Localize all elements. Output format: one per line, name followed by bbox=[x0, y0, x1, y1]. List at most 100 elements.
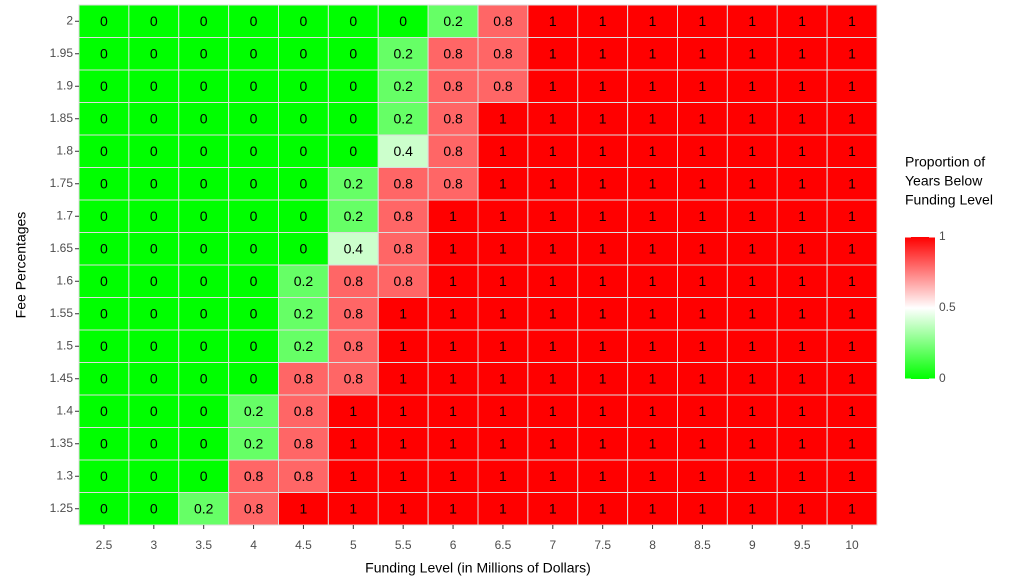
x-tick-label: 6 bbox=[450, 538, 457, 552]
cell-label: 1 bbox=[848, 143, 856, 159]
cell-label: 0 bbox=[150, 468, 158, 484]
x-tick-label: 8.5 bbox=[694, 538, 711, 552]
cell-label: 1 bbox=[399, 403, 407, 419]
cell-label: 1 bbox=[699, 370, 707, 386]
cell-label: 1 bbox=[798, 78, 806, 94]
heatmap-cell bbox=[427, 4, 479, 38]
cell-label: 1 bbox=[549, 305, 557, 321]
heatmap-cell bbox=[427, 297, 479, 331]
cell-label: 1 bbox=[699, 500, 707, 516]
heatmap-cell bbox=[527, 264, 579, 298]
cell-label: 0 bbox=[150, 208, 158, 224]
heatmap-cell bbox=[377, 329, 429, 363]
cell-label: 1 bbox=[499, 273, 507, 289]
heatmap-cell bbox=[78, 134, 130, 168]
heatmap-cell bbox=[477, 297, 529, 331]
cell-label: 1 bbox=[848, 468, 856, 484]
cell-label: 1 bbox=[798, 500, 806, 516]
cell-label: 1 bbox=[748, 370, 756, 386]
cell-label: 1 bbox=[499, 403, 507, 419]
heatmap-cell bbox=[128, 492, 180, 526]
cell-label: 1 bbox=[399, 338, 407, 354]
heatmap-cell bbox=[327, 362, 379, 396]
x-tick-label: 9 bbox=[749, 538, 756, 552]
cell-label: 0.8 bbox=[344, 273, 364, 289]
heatmap-cell bbox=[677, 167, 728, 201]
cell-label: 1 bbox=[748, 500, 756, 516]
cell-label: 0 bbox=[250, 110, 258, 126]
heatmap-cell bbox=[726, 134, 778, 168]
cell-label: 1 bbox=[549, 175, 557, 191]
heatmap-cell bbox=[577, 264, 629, 298]
cell-label: 0 bbox=[100, 338, 108, 354]
heatmap-cell bbox=[627, 459, 678, 493]
cell-label: 1 bbox=[798, 468, 806, 484]
cell-label: 0 bbox=[250, 143, 258, 159]
cell-label: 0 bbox=[150, 403, 158, 419]
cell-label: 1 bbox=[848, 110, 856, 126]
cell-label: 0 bbox=[100, 13, 108, 29]
cell-label: 0.8 bbox=[393, 240, 413, 256]
heatmap-cell bbox=[826, 264, 878, 298]
cell-label: 1 bbox=[449, 208, 457, 224]
cell-label: 1 bbox=[549, 468, 557, 484]
heatmap-cell bbox=[228, 69, 279, 103]
cell-label: 1 bbox=[748, 240, 756, 256]
cell-label: 1 bbox=[549, 403, 557, 419]
cell-label: 1 bbox=[449, 338, 457, 354]
y-tick-label: 1.5 bbox=[56, 338, 73, 352]
heatmap-cell bbox=[228, 37, 279, 71]
heatmap-cell bbox=[178, 329, 230, 363]
cell-label: 1 bbox=[649, 110, 657, 126]
cell-label: 1 bbox=[848, 338, 856, 354]
cell-label: 0 bbox=[150, 45, 158, 61]
cell-label: 0.8 bbox=[393, 273, 413, 289]
cell-label: 1 bbox=[499, 175, 507, 191]
heatmap-cell bbox=[377, 459, 429, 493]
cell-label: 1 bbox=[549, 208, 557, 224]
cell-label: 1 bbox=[599, 143, 607, 159]
heatmap-cell bbox=[228, 329, 279, 363]
cell-label: 0 bbox=[100, 273, 108, 289]
heatmap-cell bbox=[128, 427, 180, 461]
x-tick-label: 7.5 bbox=[594, 538, 611, 552]
legend-title: Proportion of bbox=[905, 154, 985, 170]
heatmap-cell bbox=[826, 329, 878, 363]
cell-label: 1 bbox=[349, 403, 357, 419]
heatmap-cell bbox=[427, 264, 479, 298]
cell-label: 1 bbox=[649, 403, 657, 419]
cell-label: 1 bbox=[748, 305, 756, 321]
cell-label: 0 bbox=[250, 78, 258, 94]
heatmap-cell bbox=[78, 167, 130, 201]
cell-label: 1 bbox=[449, 403, 457, 419]
cell-label: 1 bbox=[599, 208, 607, 224]
heatmap-cell bbox=[726, 394, 778, 428]
heatmap-cell bbox=[128, 69, 180, 103]
cell-label: 1 bbox=[699, 403, 707, 419]
cell-label: 1 bbox=[599, 370, 607, 386]
cell-label: 1 bbox=[300, 500, 308, 516]
heatmap-cell bbox=[327, 492, 379, 526]
heatmap-cell bbox=[776, 362, 828, 396]
cell-label: 1 bbox=[798, 110, 806, 126]
cell-label: 1 bbox=[748, 78, 756, 94]
cell-label: 0 bbox=[300, 13, 308, 29]
cell-label: 1 bbox=[848, 45, 856, 61]
cell-label: 0 bbox=[150, 110, 158, 126]
heatmap-cell bbox=[128, 362, 180, 396]
cell-label: 1 bbox=[499, 208, 507, 224]
y-tick-label: 1.4 bbox=[56, 403, 73, 417]
cell-label: 0 bbox=[150, 240, 158, 256]
cell-label: 1 bbox=[599, 435, 607, 451]
cell-label: 1 bbox=[599, 468, 607, 484]
y-tick-label: 1.6 bbox=[56, 273, 73, 287]
cell-label: 1 bbox=[549, 435, 557, 451]
cell-label: 0 bbox=[150, 13, 158, 29]
heatmap-cell bbox=[278, 459, 329, 493]
heatmap-cell bbox=[327, 264, 379, 298]
heatmap-cell bbox=[677, 394, 728, 428]
cell-label: 1 bbox=[848, 78, 856, 94]
cell-label: 1 bbox=[748, 435, 756, 451]
cell-label: 1 bbox=[599, 305, 607, 321]
